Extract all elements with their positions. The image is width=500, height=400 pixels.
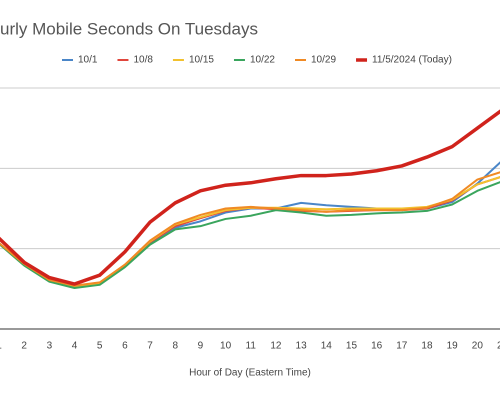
x-tick-label: 9 xyxy=(198,341,204,352)
x-tick-label: 7 xyxy=(147,341,153,352)
x-tick-label: 11 xyxy=(246,341,257,352)
x-tick-label: 21 xyxy=(497,341,500,352)
series-line xyxy=(0,109,500,286)
x-tick-label: 18 xyxy=(421,341,433,352)
x-tick-label: 12 xyxy=(270,341,282,352)
x-tick-label: 17 xyxy=(396,341,408,352)
x-tick-label: 10 xyxy=(220,341,232,352)
x-tick-label: 16 xyxy=(371,341,383,352)
series-line xyxy=(0,181,500,290)
x-tick-label: 20 xyxy=(472,341,484,352)
x-tick-label: 19 xyxy=(447,341,459,352)
legend-label: 10/8 xyxy=(133,55,153,66)
x-axis-label: Hour of Day (Eastern Time) xyxy=(189,368,311,379)
legend-label: 11/5/2024 (Today) xyxy=(372,55,452,66)
x-tick-label: 5 xyxy=(97,341,103,352)
series-line xyxy=(0,176,500,288)
x-tick-label: 2 xyxy=(21,341,27,352)
x-tick-label: 6 xyxy=(122,341,128,352)
chart-title: urly Mobile Seconds On Tuesdays xyxy=(0,19,258,38)
plot-lines xyxy=(0,109,500,290)
x-tick-label: 13 xyxy=(296,341,308,352)
x-tick-label: 8 xyxy=(172,341,178,352)
x-tick-label: 14 xyxy=(321,341,333,352)
x-tick-label: 4 xyxy=(72,341,78,352)
series-line xyxy=(0,176,500,288)
legend-label: 10/1 xyxy=(78,55,98,66)
x-tick-label: 15 xyxy=(346,341,358,352)
legend: 10/1 10/8 10/15 10/22 10/29 11/5/2024 (Today) xyxy=(62,55,452,66)
x-tick-label: 3 xyxy=(47,341,53,352)
x-tick-label: 1 xyxy=(0,341,2,352)
legend-label: 10/15 xyxy=(189,55,214,66)
legend-label: 10/29 xyxy=(311,55,336,66)
grid: 123456789101112131415161718192021 xyxy=(0,87,500,352)
series-line xyxy=(0,171,500,287)
legend-label: 10/22 xyxy=(250,55,275,66)
series-line xyxy=(0,161,500,289)
